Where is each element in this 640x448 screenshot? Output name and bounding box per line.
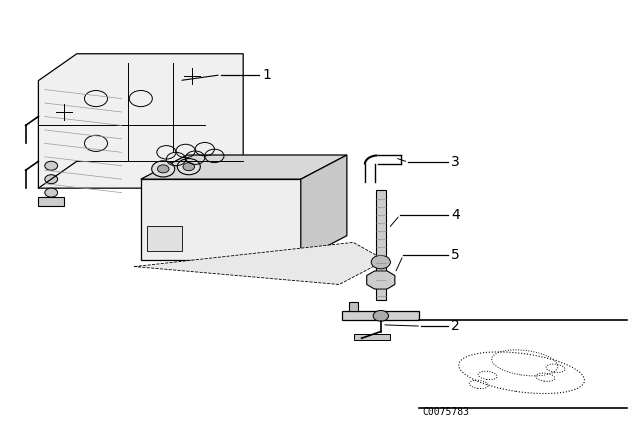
Polygon shape [141, 179, 301, 260]
Polygon shape [342, 311, 419, 320]
Text: 2: 2 [451, 319, 460, 333]
Polygon shape [134, 242, 385, 284]
Circle shape [177, 159, 200, 175]
Polygon shape [38, 197, 64, 206]
Circle shape [157, 165, 169, 173]
Circle shape [373, 310, 388, 321]
FancyBboxPatch shape [147, 226, 182, 251]
Circle shape [183, 163, 195, 171]
Polygon shape [38, 54, 243, 188]
Polygon shape [301, 155, 347, 260]
Polygon shape [141, 155, 347, 179]
Circle shape [45, 188, 58, 197]
Circle shape [371, 255, 390, 269]
Circle shape [152, 161, 175, 177]
Polygon shape [166, 197, 205, 206]
Polygon shape [349, 302, 358, 311]
Polygon shape [354, 334, 390, 340]
Text: 3: 3 [451, 155, 460, 169]
Circle shape [45, 161, 58, 170]
Circle shape [45, 175, 58, 184]
Polygon shape [376, 190, 386, 300]
Text: 4: 4 [451, 208, 460, 222]
Text: 1: 1 [262, 68, 271, 82]
Polygon shape [367, 271, 395, 289]
Text: 5: 5 [451, 248, 460, 263]
Text: C0075783: C0075783 [422, 407, 469, 417]
